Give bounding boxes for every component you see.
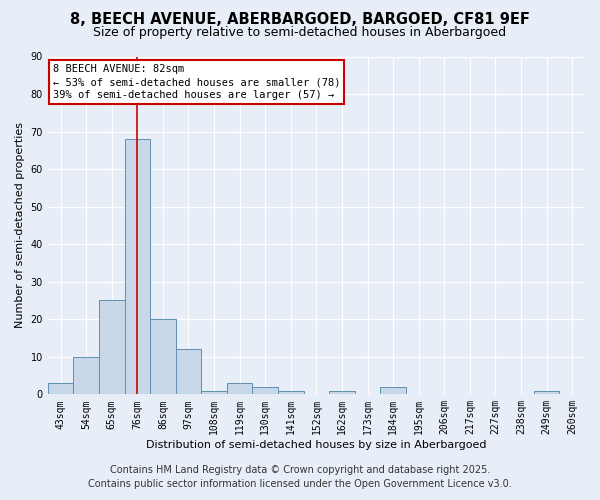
Text: 8 BEECH AVENUE: 82sqm
← 53% of semi-detached houses are smaller (78)
39% of semi: 8 BEECH AVENUE: 82sqm ← 53% of semi-deta…	[53, 64, 340, 100]
Bar	[176, 350, 201, 395]
Bar	[253, 387, 278, 394]
Y-axis label: Number of semi-detached properties: Number of semi-detached properties	[15, 122, 25, 328]
Text: 8, BEECH AVENUE, ABERBARGOED, BARGOED, CF81 9EF: 8, BEECH AVENUE, ABERBARGOED, BARGOED, C…	[70, 12, 530, 28]
Bar	[125, 139, 150, 394]
Bar	[48, 383, 73, 394]
Bar	[73, 357, 99, 395]
Bar	[380, 387, 406, 394]
Bar	[150, 320, 176, 394]
X-axis label: Distribution of semi-detached houses by size in Aberbargoed: Distribution of semi-detached houses by …	[146, 440, 487, 450]
Text: Size of property relative to semi-detached houses in Aberbargoed: Size of property relative to semi-detach…	[94, 26, 506, 39]
Bar	[534, 390, 559, 394]
Text: Contains HM Land Registry data © Crown copyright and database right 2025.
Contai: Contains HM Land Registry data © Crown c…	[88, 465, 512, 489]
Bar	[278, 390, 304, 394]
Bar	[227, 383, 253, 394]
Bar	[99, 300, 125, 394]
Bar	[329, 390, 355, 394]
Bar	[201, 390, 227, 394]
